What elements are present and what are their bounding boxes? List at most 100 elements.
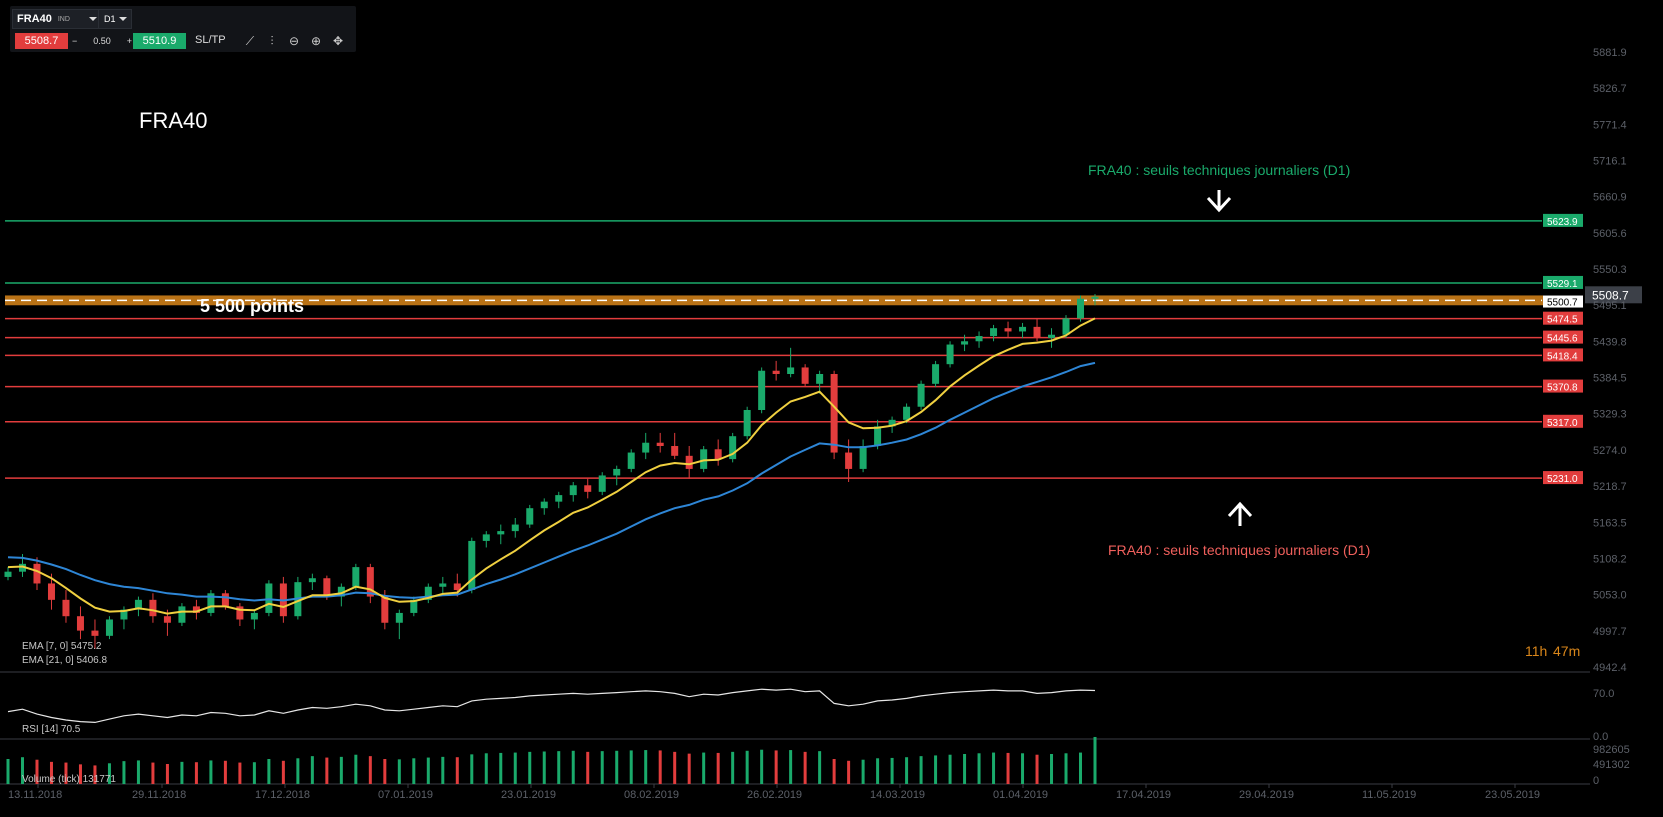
line-chart-icon[interactable]: ⟋ bbox=[245, 34, 255, 48]
candle-body bbox=[613, 468, 621, 476]
volume-bar bbox=[919, 756, 923, 784]
candle-type-icon[interactable]: ⫶ bbox=[270, 34, 274, 48]
volume-bar bbox=[528, 751, 532, 784]
volume-bar bbox=[136, 760, 140, 784]
symbol-selector[interactable]: FRA40 IND bbox=[12, 9, 102, 29]
level-badge-label: 5317.0 bbox=[1547, 418, 1578, 429]
price-tick-label: 5163.5 bbox=[1593, 517, 1627, 529]
candle-body bbox=[816, 373, 824, 384]
volume-bar bbox=[165, 764, 169, 784]
volume-bar bbox=[470, 754, 474, 784]
axes: 5881.9 5826.7 5771.4 5716.1 5660.9 5605.6 5550… bbox=[8, 47, 1627, 801]
level-badge bbox=[1543, 311, 1583, 325]
candle-body bbox=[830, 373, 838, 453]
candle-body bbox=[555, 495, 563, 502]
candle-body bbox=[917, 383, 925, 407]
candle-body bbox=[932, 364, 940, 384]
volume-bar bbox=[716, 752, 720, 784]
candle-body bbox=[714, 449, 722, 460]
lot-size[interactable]: 0.50 bbox=[93, 36, 111, 46]
grid-lines bbox=[0, 671, 1590, 785]
candle-body bbox=[888, 419, 896, 427]
bottom-annotation: FRA40 : seuils techniques journaliers (D… bbox=[1108, 542, 1370, 558]
plus-icon[interactable]: + bbox=[126, 36, 132, 46]
candle-body bbox=[975, 336, 983, 342]
volume-bar bbox=[963, 754, 967, 784]
countdown-hours: 11h bbox=[1525, 643, 1547, 659]
chevron-down-icon bbox=[89, 17, 97, 21]
current-price-badge bbox=[1585, 286, 1642, 304]
candle-body bbox=[366, 567, 374, 597]
volume-bar bbox=[1064, 753, 1068, 784]
volume-bar bbox=[513, 752, 517, 784]
buy-button[interactable]: 5510.9 bbox=[133, 33, 186, 49]
candle-body bbox=[700, 449, 708, 469]
volume-bar bbox=[267, 759, 271, 784]
candle-body bbox=[627, 452, 635, 469]
crosshair-icon[interactable]: ✥ bbox=[332, 34, 344, 48]
candle-body bbox=[946, 344, 954, 365]
volume-bar bbox=[484, 753, 488, 784]
volume-bar bbox=[441, 756, 445, 784]
candle-body bbox=[105, 619, 113, 636]
level-badge bbox=[1543, 471, 1583, 485]
volume-bar bbox=[1079, 752, 1083, 784]
chart-labels: EMA [7, 0] 5475.2 EMA [21, 0] 5406.8 RSI [… bbox=[22, 108, 1580, 785]
volume-bar bbox=[383, 759, 387, 784]
candle-body bbox=[18, 563, 26, 572]
minus-icon[interactable]: − bbox=[72, 36, 78, 46]
price-band bbox=[5, 295, 1543, 306]
timeframe-selector[interactable]: D1 bbox=[98, 9, 132, 29]
candle-body bbox=[134, 599, 142, 610]
lot-stepper[interactable]: − 0.50 + bbox=[72, 33, 132, 49]
current-price-label: 5508.7 bbox=[1592, 288, 1629, 302]
volume-bar bbox=[1006, 752, 1010, 784]
price-tick-label: 5329.3 bbox=[1593, 409, 1627, 421]
volume-bar bbox=[586, 751, 590, 784]
level-badge bbox=[1543, 330, 1583, 344]
candle-body bbox=[468, 540, 476, 591]
price-tick-label: 5439.8 bbox=[1593, 336, 1627, 348]
support-resistance-levels: 5623.9 5529.1 5500.7 5474.5 5445.6 5418.4 5370… bbox=[5, 213, 1642, 485]
volume-bar bbox=[64, 762, 68, 784]
ema21-label: EMA [21, 0] 5406.8 bbox=[22, 655, 107, 666]
volume-bar bbox=[702, 752, 706, 784]
date-tick-label: 17.12.2018 bbox=[255, 789, 310, 801]
candle-body bbox=[642, 442, 650, 453]
chevron-down-icon bbox=[119, 17, 127, 21]
sltp-button[interactable]: SL/TP bbox=[195, 34, 226, 46]
volume-bar bbox=[832, 759, 836, 784]
level-badge-label: 5500.7 bbox=[1547, 298, 1578, 309]
candle-body bbox=[801, 367, 809, 384]
volume-bar bbox=[107, 763, 111, 784]
price-tick-label: 5716.1 bbox=[1593, 156, 1627, 168]
level-badge bbox=[1543, 414, 1583, 428]
price-tick-label: 5218.7 bbox=[1593, 481, 1627, 493]
candle-body bbox=[569, 485, 577, 496]
volume-bar bbox=[571, 750, 575, 784]
volume-bar bbox=[673, 751, 677, 784]
timeframe-label: D1 bbox=[104, 14, 116, 24]
volume-bar bbox=[876, 758, 880, 784]
volume-bar bbox=[281, 760, 285, 784]
level-badge-label: 5623.9 bbox=[1547, 217, 1578, 228]
volume-bar bbox=[93, 765, 97, 784]
candle-body bbox=[439, 583, 447, 587]
rsi-line bbox=[7, 688, 1096, 724]
candle-body bbox=[337, 586, 345, 597]
candle-body bbox=[540, 501, 548, 509]
volume-bar bbox=[1093, 736, 1097, 784]
level-badge-label: 5370.8 bbox=[1547, 383, 1578, 394]
level-badge-label: 5418.4 bbox=[1547, 351, 1578, 362]
sell-button[interactable]: 5508.7 bbox=[15, 33, 68, 49]
candle-body bbox=[874, 426, 882, 447]
volume-tick-label: 0 bbox=[1593, 775, 1599, 787]
zoom-in-icon[interactable]: ⊕ bbox=[310, 34, 322, 48]
candlestick-series bbox=[4, 294, 1099, 649]
price-tick-label: 5274.0 bbox=[1593, 445, 1627, 457]
zoom-out-icon[interactable]: ⊖ bbox=[288, 34, 300, 48]
volume-bar bbox=[499, 752, 503, 784]
date-tick-label: 29.04.2019 bbox=[1239, 789, 1294, 801]
